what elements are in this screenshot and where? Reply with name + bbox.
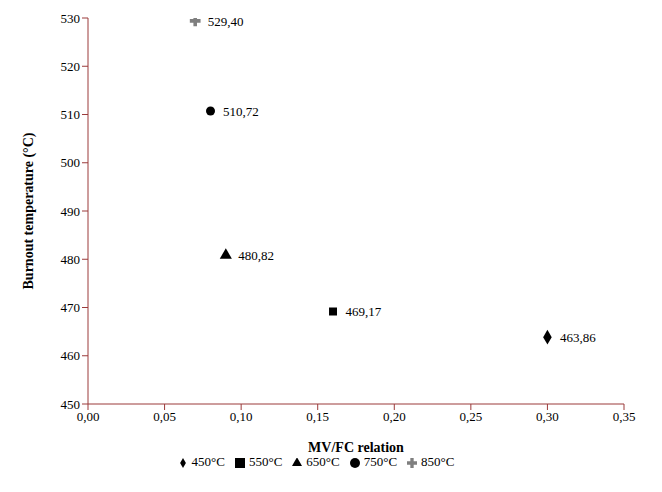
svg-text:0,15: 0,15 [306,409,329,424]
svg-text:463,86: 463,86 [560,330,596,345]
svg-text:529,40: 529,40 [208,14,244,29]
svg-text:0,10: 0,10 [230,409,253,424]
svg-text:510,72: 510,72 [223,104,259,119]
svg-text:0,05: 0,05 [153,409,176,424]
html-text:650°C: 650°C [306,454,340,469]
html-text:450°C: 450°C [191,454,225,469]
svg-text:530: 530 [61,11,81,26]
svg-text:510: 510 [61,107,81,122]
svg-text:469,17: 469,17 [346,304,382,319]
svg-text:0,00: 0,00 [77,409,100,424]
svg-text:480,82: 480,82 [238,248,274,263]
svg-text:0,35: 0,35 [613,409,636,424]
svg-text:480: 480 [61,252,81,267]
svg-text:Burnout temperature (°C): Burnout temperature (°C) [21,132,37,289]
svg-text:0,30: 0,30 [536,409,559,424]
svg-text:470: 470 [61,300,81,315]
svg-text:0,25: 0,25 [459,409,482,424]
svg-text:450: 450 [61,397,81,412]
svg-text:0,20: 0,20 [383,409,406,424]
html-text:750°C: 750°C [363,454,398,469]
svg-text:500: 500 [61,155,81,170]
svg-text:460: 460 [61,348,81,363]
svg-text:MV/FC relation: MV/FC relation [308,440,404,455]
html-text:850°C: 850°C [421,454,455,469]
svg-text:490: 490 [61,204,81,219]
html-text:550°C: 550°C [248,454,283,469]
svg-text:520: 520 [61,59,81,74]
